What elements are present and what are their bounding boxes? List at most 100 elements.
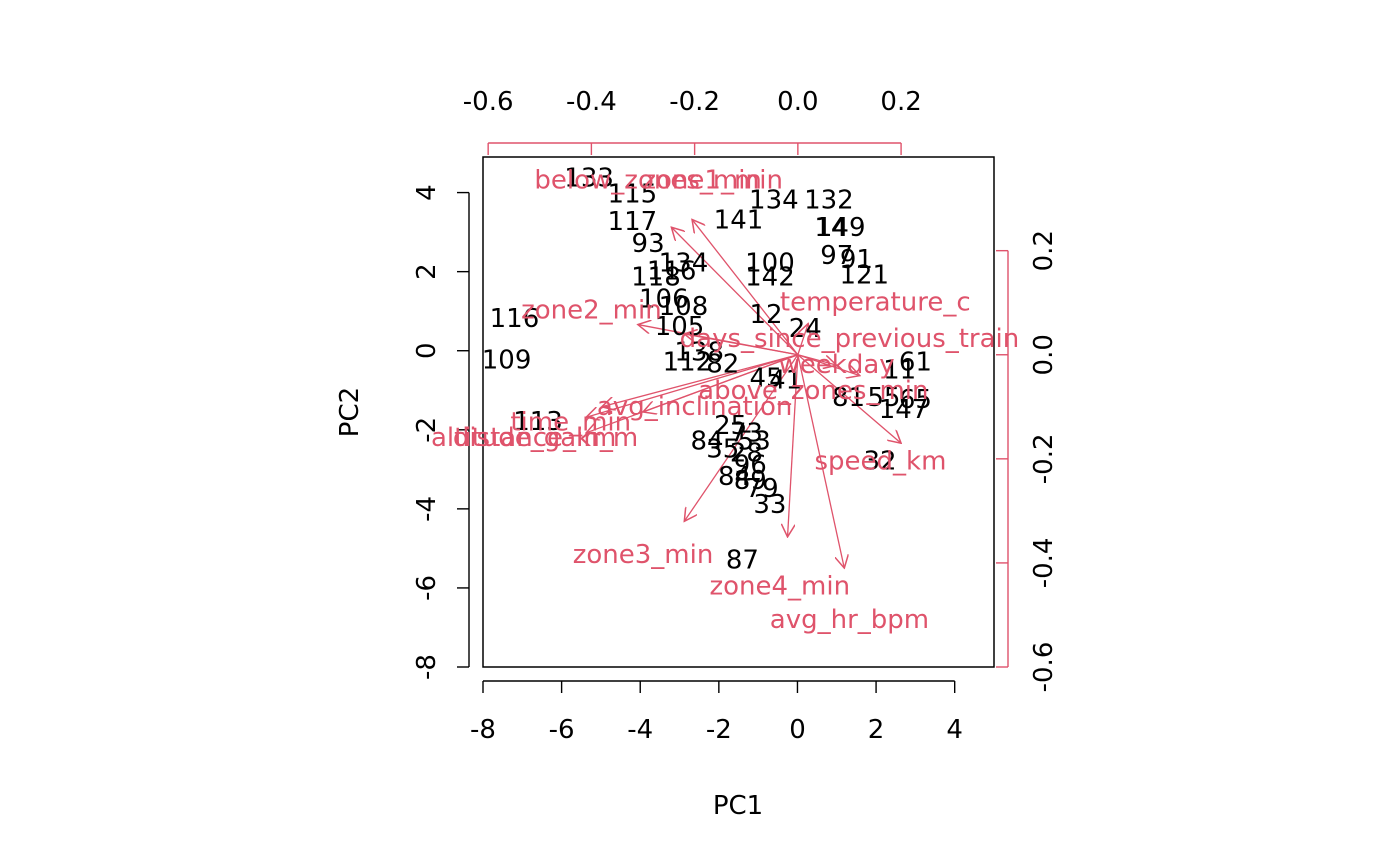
loading-arrow bbox=[684, 334, 798, 356]
top-tick-label: -0.4 bbox=[566, 87, 617, 117]
loading-arrow bbox=[671, 227, 799, 356]
variable-label: above_zones_min bbox=[698, 376, 928, 406]
variable-label: temperature_c bbox=[780, 288, 971, 318]
variable-label: speed_km bbox=[814, 446, 946, 476]
observation-label: 105 bbox=[655, 312, 705, 342]
x-tick-label: -4 bbox=[627, 715, 653, 745]
y-tick-label: -2 bbox=[412, 417, 442, 443]
x-tick-label: -2 bbox=[706, 715, 732, 745]
observation-label: 12 bbox=[749, 300, 782, 330]
variable-label: avg_inclination bbox=[597, 392, 792, 422]
plot-frame bbox=[482, 156, 995, 668]
right-tick-label: -0.4 bbox=[1029, 538, 1059, 589]
observation-label: 65 bbox=[899, 385, 932, 415]
observation-label: 11 bbox=[883, 355, 916, 385]
variable-label: zone4_min bbox=[709, 571, 850, 601]
observation-label: 25 bbox=[714, 411, 747, 441]
observation-label: 147 bbox=[879, 395, 929, 425]
observation-label: 117 bbox=[608, 207, 658, 237]
loading-arrow bbox=[797, 354, 844, 568]
observation-label: 115 bbox=[608, 180, 658, 210]
observation-label: 93 bbox=[632, 229, 665, 259]
loading-arrow bbox=[586, 354, 799, 417]
top-tick-label: 0.2 bbox=[880, 87, 921, 117]
observation-label: 61 bbox=[899, 348, 932, 378]
observation-label: 53 bbox=[738, 427, 771, 457]
loading-arrow bbox=[586, 354, 799, 433]
observation-label: 109 bbox=[482, 346, 532, 376]
x-tick-label: 2 bbox=[868, 715, 885, 745]
observation-label: 112 bbox=[663, 348, 713, 378]
y-tick-label: -4 bbox=[412, 496, 442, 522]
observation-label: 96 bbox=[734, 450, 767, 480]
observation-label: 91 bbox=[840, 245, 873, 275]
variable-label: days_since_previous_train bbox=[680, 324, 1020, 354]
observation-label: 81 bbox=[832, 383, 865, 413]
top-tick-label: -0.2 bbox=[669, 87, 720, 117]
observation-label: 108 bbox=[659, 292, 709, 322]
right-tick-label: 0.2 bbox=[1029, 230, 1059, 271]
variable-label: weekday bbox=[779, 350, 895, 380]
observation-label: 134 bbox=[659, 249, 709, 279]
y-axis-title: PC2 bbox=[335, 387, 365, 437]
observation-label: 141 bbox=[714, 205, 764, 235]
variable-label: zone2_min bbox=[521, 296, 662, 326]
top-tick-label: -0.6 bbox=[463, 87, 514, 117]
y-tick-label: 2 bbox=[412, 263, 442, 280]
observation-label: 113 bbox=[513, 407, 563, 437]
observation-label: 89 bbox=[734, 466, 767, 496]
loading-arrow bbox=[797, 354, 860, 376]
observation-label: 121 bbox=[839, 261, 889, 291]
observation-label: 24 bbox=[789, 314, 822, 344]
variable-labels: below_zones_minzone1_mintemperature_czon… bbox=[431, 165, 1019, 635]
observation-label: 55 bbox=[867, 383, 900, 413]
variable-label: distance_km bbox=[453, 423, 617, 453]
x-tick-label: 4 bbox=[946, 715, 963, 745]
observation-label: 106 bbox=[639, 284, 689, 314]
y-axis-pc2: -8 -6 -4 -2 0 2 4 bbox=[412, 184, 470, 680]
observation-label: 79 bbox=[746, 474, 779, 504]
observation-label: 134 bbox=[749, 185, 799, 215]
observation-label: 116 bbox=[647, 257, 697, 287]
observation-label: 84 bbox=[718, 462, 751, 492]
variable-label: time_min bbox=[510, 407, 631, 437]
observation-label: 133 bbox=[564, 164, 614, 194]
observation-label: 97 bbox=[820, 241, 853, 271]
top-tick-label: 0.0 bbox=[777, 87, 818, 117]
observation-label: 73 bbox=[730, 419, 763, 449]
loading-arrow bbox=[692, 219, 799, 356]
variable-label: avg_hr_bpm bbox=[770, 605, 929, 635]
loading-arrow bbox=[797, 324, 808, 355]
variable-label: zone3_min bbox=[573, 540, 714, 570]
observation-label: 132 bbox=[804, 185, 854, 215]
observation-label: 142 bbox=[745, 263, 795, 293]
y-tick-label: -6 bbox=[412, 575, 442, 601]
observation-label: 41 bbox=[769, 365, 802, 395]
variable-label: below_zones_min bbox=[534, 165, 762, 195]
loading-arrow bbox=[788, 354, 799, 537]
observation-label: 28 bbox=[730, 439, 763, 469]
loading-arrow bbox=[602, 354, 799, 407]
observation-label: 84 bbox=[691, 427, 724, 457]
y-tick-label: -8 bbox=[412, 654, 442, 680]
x-tick-label: -6 bbox=[549, 715, 575, 745]
x-axis-pc1: -8 -6 -4 -2 0 2 4 bbox=[470, 680, 963, 745]
right-tick-label: -0.2 bbox=[1029, 433, 1059, 484]
observation-label: 33 bbox=[753, 490, 786, 520]
right-axis-loadings: -0.6 -0.4 -0.2 0.0 0.2 bbox=[996, 230, 1059, 692]
loading-arrows bbox=[586, 219, 901, 568]
observation-label: 100 bbox=[745, 249, 795, 279]
variable-label: altitude_gain_m bbox=[431, 423, 638, 453]
observation-label: 149 bbox=[816, 213, 866, 243]
top-axis-loadings: -0.6 -0.4 -0.2 0.0 0.2 bbox=[463, 87, 922, 155]
y-tick-label: 0 bbox=[412, 342, 442, 359]
observation-label: 14 bbox=[814, 213, 847, 243]
observation-label: 116 bbox=[490, 304, 540, 334]
observation-label: 138 bbox=[674, 338, 724, 368]
observation-label: 87 bbox=[726, 545, 759, 575]
x-axis-title: PC1 bbox=[713, 791, 763, 821]
loading-arrow bbox=[684, 354, 799, 522]
observation-label: 118 bbox=[631, 263, 681, 293]
